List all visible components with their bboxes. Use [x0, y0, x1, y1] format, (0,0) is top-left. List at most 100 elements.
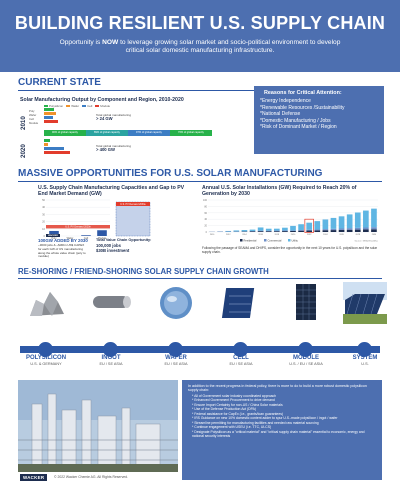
ingot-icon [93, 296, 131, 308]
installation-bar-segment [322, 219, 329, 230]
solar-cell-icon [221, 288, 255, 318]
bar-2020-module: 76% of global capacity [170, 130, 212, 136]
installation-bar-segment [330, 230, 337, 232]
node-location: EU / SE ASIA [164, 362, 188, 366]
installation-bar-segment [282, 230, 288, 232]
current-state-chart-title: Solar Manufacturing Output by Component … [20, 97, 184, 103]
x-tick-label: 2010 [210, 234, 215, 236]
bar-2020-us-cell [44, 147, 64, 150]
installation-bar-segment [225, 230, 232, 232]
policy-item: * Streamline permitting for manufacturin… [192, 420, 319, 425]
installation-bar-segment [257, 231, 264, 232]
plant-photo [18, 380, 178, 472]
x-tick-label: 2018 [275, 234, 280, 236]
installation-bar-segment [306, 230, 313, 232]
policy-item: * All of Government solar industry coord… [192, 393, 277, 398]
installation-bar-segment [298, 230, 304, 232]
installation-bar-segment [249, 229, 256, 232]
legend-swatch [240, 239, 243, 242]
header-subtitle: Opportunity is NOW to leverage growing s… [50, 39, 350, 56]
wacker-badge-label: WACKER [48, 234, 58, 237]
installation-bar-segment [330, 228, 337, 231]
pipe-node-dot [357, 342, 372, 357]
y-tick-label: 10 [42, 227, 45, 231]
installation-bar-segment [363, 210, 369, 228]
installation-bar-segment [257, 230, 264, 232]
y-tick-label: 80 [204, 205, 207, 208]
node-location: EU / SE ASIA [99, 362, 123, 366]
node-location: EU / SE ASIA [229, 362, 253, 366]
node-polysilicon: POLYSILICON U.S. & GERMANY [20, 282, 72, 366]
x-tick-label: 2026 [339, 234, 344, 236]
y-tick-label: 40 [204, 218, 207, 221]
bar-2010-module [44, 120, 58, 123]
installation-bar-segment [371, 227, 377, 230]
bar-2020-us-module [44, 151, 70, 154]
pipe-node-dot [38, 342, 53, 357]
x-tick-label: 2012 [226, 234, 231, 236]
x-tick-label: 2030 [372, 234, 377, 236]
demand-2030-label: U.S. PV Demand 2030e [120, 203, 146, 206]
policy-item: * Use of the Defense Production Act (DPA… [192, 407, 257, 412]
opportunities-title: MASSIVE OPPORTUNITIES FOR U.S. SOLAR MAN… [18, 168, 323, 179]
bar-2020-us-poly [44, 139, 50, 142]
y-tick-label: 30 [42, 212, 45, 216]
left-total-invest: $30B investment [96, 248, 130, 253]
supply-chain-nodes: POLYSILICON U.S. & GERMANY INGOT EU / SE… [0, 282, 400, 372]
header-banner: BUILDING RESILIENT U.S. SUPPLY CHAIN Opp… [0, 0, 400, 72]
capacity-bar [81, 235, 91, 236]
reasons-panel: Reasons for Critical Attention: *Energy … [254, 86, 384, 154]
legend-label: Utility [292, 238, 299, 242]
policy-item: * Continue engagement with USEU (i.e. TT… [192, 425, 272, 430]
installation-bar-segment [273, 228, 280, 231]
solar-module-icon [296, 284, 316, 320]
installation-bar-segment [314, 221, 321, 230]
left-headline: 100GW ADDED BY 2030 [38, 238, 88, 243]
installation-bar-segment [346, 229, 353, 232]
capacity-gap-chart: 50 40 30 20 10 0 Poly Wafer Cell Module U.S. PV De… [42, 198, 151, 240]
legend-label: Commercial [268, 238, 282, 242]
reasons-list: *Energy Independence *Renewable Resource… [260, 98, 378, 131]
capacity-bar [49, 230, 59, 236]
x-tick-label: 2016 [258, 234, 263, 236]
bar-2020-wafer: 89% of global capacity [86, 130, 128, 136]
node-location: U.S. / EU / SE ASIA [289, 362, 323, 366]
installation-bar-segment [322, 229, 329, 231]
reason-item: *Domestic Manufacturing / Jobs [260, 117, 331, 124]
installation-bar-segment [338, 229, 345, 232]
y-tick-label: 50 [42, 198, 45, 202]
bar-2020-us-wafer [44, 143, 48, 146]
bar-2010-cell [44, 116, 53, 119]
y-tick-label: 100 [203, 199, 208, 202]
wacker-badge [46, 234, 60, 237]
legend-swatch [288, 239, 291, 242]
x-tick-label: 2022 [307, 234, 312, 236]
node-ingot: INGOT EU / SE ASIA [85, 282, 137, 366]
installation-bar-segment [249, 231, 256, 232]
supply-chain-pipe [20, 346, 380, 353]
installation-bar-segment [290, 225, 296, 231]
node-name: SYSTEM [352, 355, 378, 361]
year-2010-label: 2010 [20, 116, 27, 130]
row-label: Module [29, 121, 39, 125]
pipe-node-dot [233, 342, 248, 357]
bar-2010-poly [44, 108, 54, 111]
node-cell: CELL EU / SE ASIA [215, 282, 267, 366]
current-state-title: CURRENT STATE [18, 77, 101, 88]
subtitle-bold: NOW [102, 39, 119, 46]
current-state-legend: Polysilicon Wafer Cell Module [44, 104, 110, 108]
capacity-bar [97, 230, 107, 236]
installation-bar-segment [257, 227, 264, 231]
node-system: SYSTEM U.S. [339, 282, 391, 366]
reasons-title: Reasons for Critical Attention: [264, 90, 342, 96]
right-caption: Following the passage of SEAMA and DHIPS… [202, 246, 378, 255]
installation-bar-segment [265, 228, 272, 231]
reason-item: *Energy Independence [260, 98, 311, 104]
node-name: CELL [233, 355, 249, 361]
node-name: WAFER [165, 355, 187, 361]
installation-bar-segment [371, 229, 377, 232]
policy-item: * Federal assistance for CapEx (i.e., gr… [192, 411, 284, 416]
policy-item: * Ensure Import Certainty for non-US / C… [192, 402, 283, 407]
installation-bar-segment [273, 230, 280, 232]
demand-2020-label: U.S. PV Demand 2020e [65, 226, 91, 229]
